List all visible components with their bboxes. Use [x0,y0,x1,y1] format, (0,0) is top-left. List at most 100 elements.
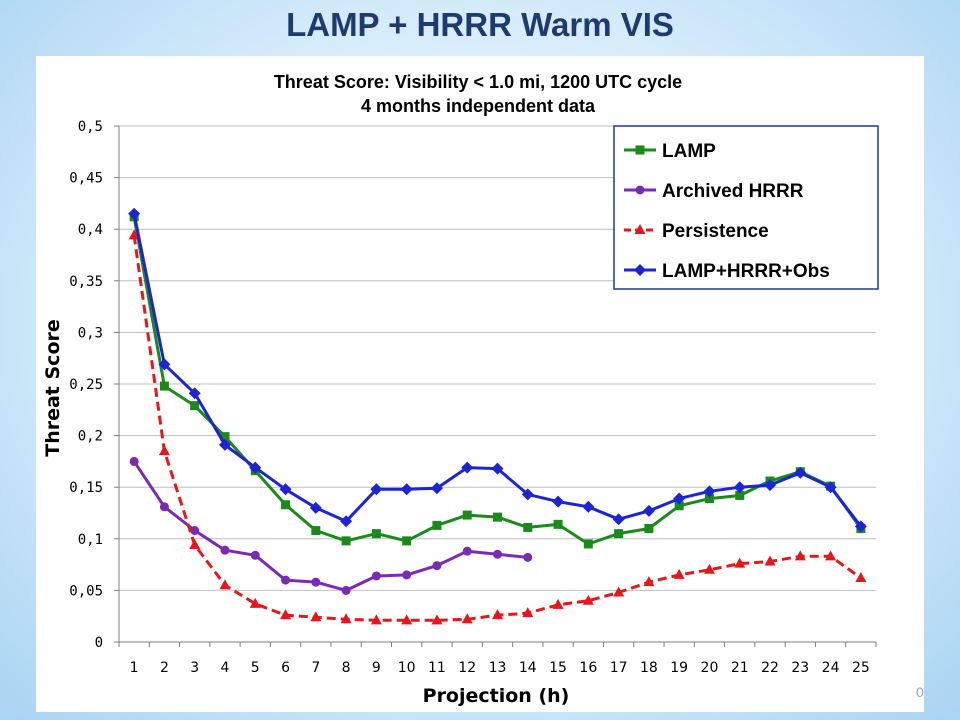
y-tick-label: 0,45 [69,171,103,187]
data-point [824,481,837,494]
legend-item: LAMP+HRRR+Obs [624,261,830,282]
data-point [613,586,625,597]
data-point [673,492,686,505]
data-point [190,526,200,536]
data-point [582,594,594,605]
data-point [644,523,654,533]
x-tick-label: 18 [640,660,658,676]
data-point [370,483,383,496]
data-point [523,552,533,562]
data-point [432,520,442,530]
data-point [794,550,806,561]
threat-score-chart: Threat Score: Visibility < 1.0 mi, 1200 … [42,72,879,707]
data-point [522,607,534,618]
x-tick-label: 5 [251,660,260,676]
x-tick-label: 10 [398,660,416,676]
data-point [703,563,715,574]
data-point [492,609,503,620]
data-point [612,513,625,526]
legend-box [613,125,879,290]
data-point [552,598,564,609]
data-point [643,576,655,587]
y-axis-label: Threat Score [42,319,64,457]
data-point [401,614,413,625]
data-point [159,502,169,512]
data-point [430,482,443,495]
data-point [552,495,565,508]
series-line [132,460,528,592]
data-point [371,529,381,539]
data-point [159,381,169,391]
data-point [674,501,684,511]
data-point [158,445,170,456]
data-point [341,536,351,546]
legend-swatch-marker [634,224,646,234]
slide-number: 0 [916,684,924,700]
legend-item: Persistence [624,221,769,242]
data-point [220,432,230,442]
x-tick-label: 24 [822,660,840,676]
x-tick-label: 25 [852,660,870,676]
data-point [461,461,474,474]
legend: LAMP Archived HRRR Persistence LAMP+HRRR+Ob… [613,125,879,290]
x-tick-label: 14 [519,660,537,676]
x-tick-label: 17 [610,660,628,676]
x-tick-label: 13 [489,660,507,676]
data-point [462,546,472,556]
legend-label: Archived HRRR [662,181,804,202]
chart-title: Threat Score: Visibility < 1.0 mi, 1200 … [274,72,682,92]
y-tick-label: 0,35 [69,274,103,290]
data-point [249,461,262,474]
x-tick-label: 7 [311,660,320,676]
slide-title: LAMP + HRRR Warm VIS [286,6,674,43]
legend-item: Archived HRRR [624,181,804,202]
data-point [462,510,472,520]
data-point [128,207,141,220]
data-point [190,401,200,411]
data-point [250,550,260,560]
axes: 00,050,10,150,20,250,30,350,40,450,51 2 3 4… [69,119,877,676]
x-tick-label: 15 [549,660,567,676]
data-point [794,466,807,479]
legend-label: LAMP+HRRR+Obs [662,261,830,282]
x-tick-label: 20 [701,660,719,676]
data-point [642,504,655,517]
data-point [281,575,291,585]
x-tick-label: 22 [761,660,779,676]
series-lamp-hrrr-obs [128,207,867,533]
chart-panel: Threat Score: Visibility < 1.0 mi, 1200 … [36,56,924,712]
data-point [279,483,292,496]
y-tick-label: 0,25 [69,377,103,393]
x-tick-label: 23 [791,660,809,676]
y-tick-label: 0,2 [78,429,103,445]
y-tick-label: 0,1 [78,532,103,548]
data-point [309,501,322,514]
data-point [583,539,593,549]
data-point [461,613,473,624]
legend-swatch-marker [635,145,645,155]
data-point [491,462,504,475]
data-point [220,545,230,555]
data-point [249,597,261,608]
series-layer [128,207,867,625]
data-point [493,549,502,559]
x-tick-label: 9 [372,660,381,676]
x-axis-label: Projection (h) [423,685,570,707]
legend-swatch-marker [635,185,645,195]
data-point [734,557,746,568]
data-point [854,520,867,533]
x-tick-label: 8 [342,660,351,676]
y-tick-label: 0,15 [69,480,103,496]
legend-label: Persistence [662,221,769,242]
chart-subtitle: 4 months independent data [361,96,596,116]
x-tick-label: 4 [221,660,230,676]
data-point [703,485,716,498]
y-tick-label: 0,5 [78,119,103,135]
data-point [188,387,201,400]
data-point [432,561,442,571]
x-tick-label: 2 [160,660,169,676]
data-point [128,229,140,240]
data-point [673,568,685,579]
y-tick-label: 0,3 [78,325,103,341]
data-point [341,585,351,595]
